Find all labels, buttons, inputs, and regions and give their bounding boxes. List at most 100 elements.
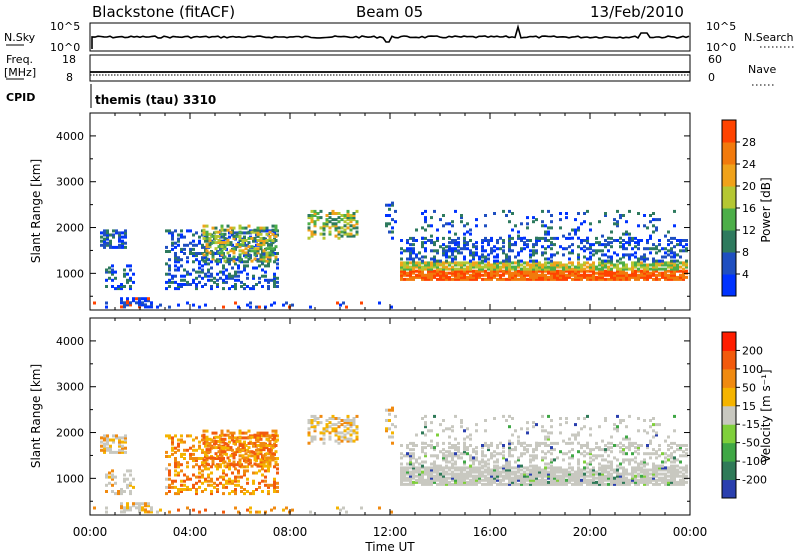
data-cell	[226, 456, 230, 460]
data-cell	[472, 277, 475, 281]
data-cell	[307, 236, 311, 240]
data-cell	[529, 480, 532, 484]
data-cell	[628, 236, 631, 240]
data-cell	[183, 488, 186, 491]
data-cell	[484, 277, 487, 281]
data-cell	[676, 243, 679, 247]
data-cell	[355, 209, 359, 213]
data-cell	[451, 249, 454, 253]
data-cell	[246, 481, 249, 485]
data-cell	[445, 222, 448, 226]
data-cell	[325, 427, 329, 431]
data-cell	[385, 224, 388, 228]
data-cell	[505, 468, 508, 472]
data-cell	[223, 259, 227, 263]
data-cell	[526, 431, 529, 435]
data-cell	[448, 230, 451, 234]
data-cell	[252, 481, 255, 485]
data-cell	[523, 482, 526, 486]
data-cell	[505, 466, 508, 470]
data-cell	[168, 510, 171, 514]
data-cell	[610, 241, 613, 245]
data-cell	[156, 510, 159, 514]
data-cell	[186, 485, 189, 489]
data-cell	[592, 454, 595, 458]
data-cell	[634, 450, 637, 454]
data-cell	[418, 251, 421, 255]
data-cell	[550, 214, 553, 217]
data-cell	[667, 468, 670, 472]
data-cell	[595, 251, 598, 255]
data-cell	[634, 456, 637, 460]
data-cell	[103, 231, 106, 235]
data-cell	[267, 483, 270, 487]
data-cell	[183, 448, 186, 452]
data-cell	[517, 265, 520, 269]
data-cell	[616, 476, 619, 480]
data-cell	[658, 448, 661, 452]
data-cell	[427, 271, 430, 275]
data-cell	[505, 214, 508, 217]
data-cell	[256, 439, 260, 443]
data-cell	[424, 267, 427, 271]
data-cell	[174, 264, 177, 268]
data-cell	[261, 262, 264, 266]
data-cell	[487, 243, 490, 247]
data-cell	[177, 243, 180, 247]
data-cell	[168, 285, 171, 288]
data-cell	[547, 474, 550, 478]
data-cell	[574, 435, 577, 439]
data-cell	[138, 297, 141, 301]
data-cell	[481, 265, 484, 269]
data-cell	[183, 283, 186, 286]
data-cell	[201, 276, 204, 280]
data-cell	[472, 466, 475, 470]
data-cell	[108, 481, 111, 485]
data-cell	[241, 249, 245, 253]
data-cell	[577, 236, 580, 240]
data-cell	[610, 460, 613, 464]
data-cell	[643, 259, 646, 263]
data-cell	[658, 468, 661, 472]
data-cell	[271, 232, 275, 236]
data-cell	[232, 456, 236, 460]
data-cell	[622, 275, 625, 279]
data-cell	[640, 470, 643, 474]
data-cell	[103, 233, 106, 237]
data-cell	[436, 263, 439, 267]
data-cell	[186, 448, 189, 452]
data-cell	[670, 241, 673, 245]
data-cell	[514, 448, 517, 452]
data-cell	[523, 261, 526, 265]
data-cell	[589, 247, 592, 251]
data-cell	[238, 239, 242, 242]
data-cell	[664, 234, 667, 238]
data-cell	[253, 257, 257, 261]
data-cell	[237, 469, 240, 473]
data-cell	[442, 273, 445, 277]
data-cell	[583, 480, 586, 484]
data-cell	[244, 251, 248, 255]
data-cell	[418, 474, 421, 478]
data-cell	[250, 230, 254, 234]
data-cell	[192, 473, 195, 477]
data-cell	[247, 446, 251, 450]
data-cell	[174, 461, 177, 465]
data-cell	[508, 243, 511, 247]
data-cell	[328, 230, 332, 234]
data-cell	[112, 229, 115, 233]
data-cell	[223, 241, 227, 245]
data-cell	[529, 472, 532, 476]
data-cell	[207, 473, 210, 477]
data-cell	[174, 245, 177, 249]
data-cell	[214, 431, 218, 435]
data-cell	[520, 464, 523, 468]
data-cell	[192, 448, 195, 452]
data-cell	[487, 446, 490, 450]
data-cell	[460, 482, 463, 486]
data-cell	[544, 456, 547, 460]
data-cell	[237, 264, 240, 268]
data-cell	[562, 263, 565, 267]
data-cell	[649, 271, 652, 275]
data-cell	[235, 245, 239, 249]
